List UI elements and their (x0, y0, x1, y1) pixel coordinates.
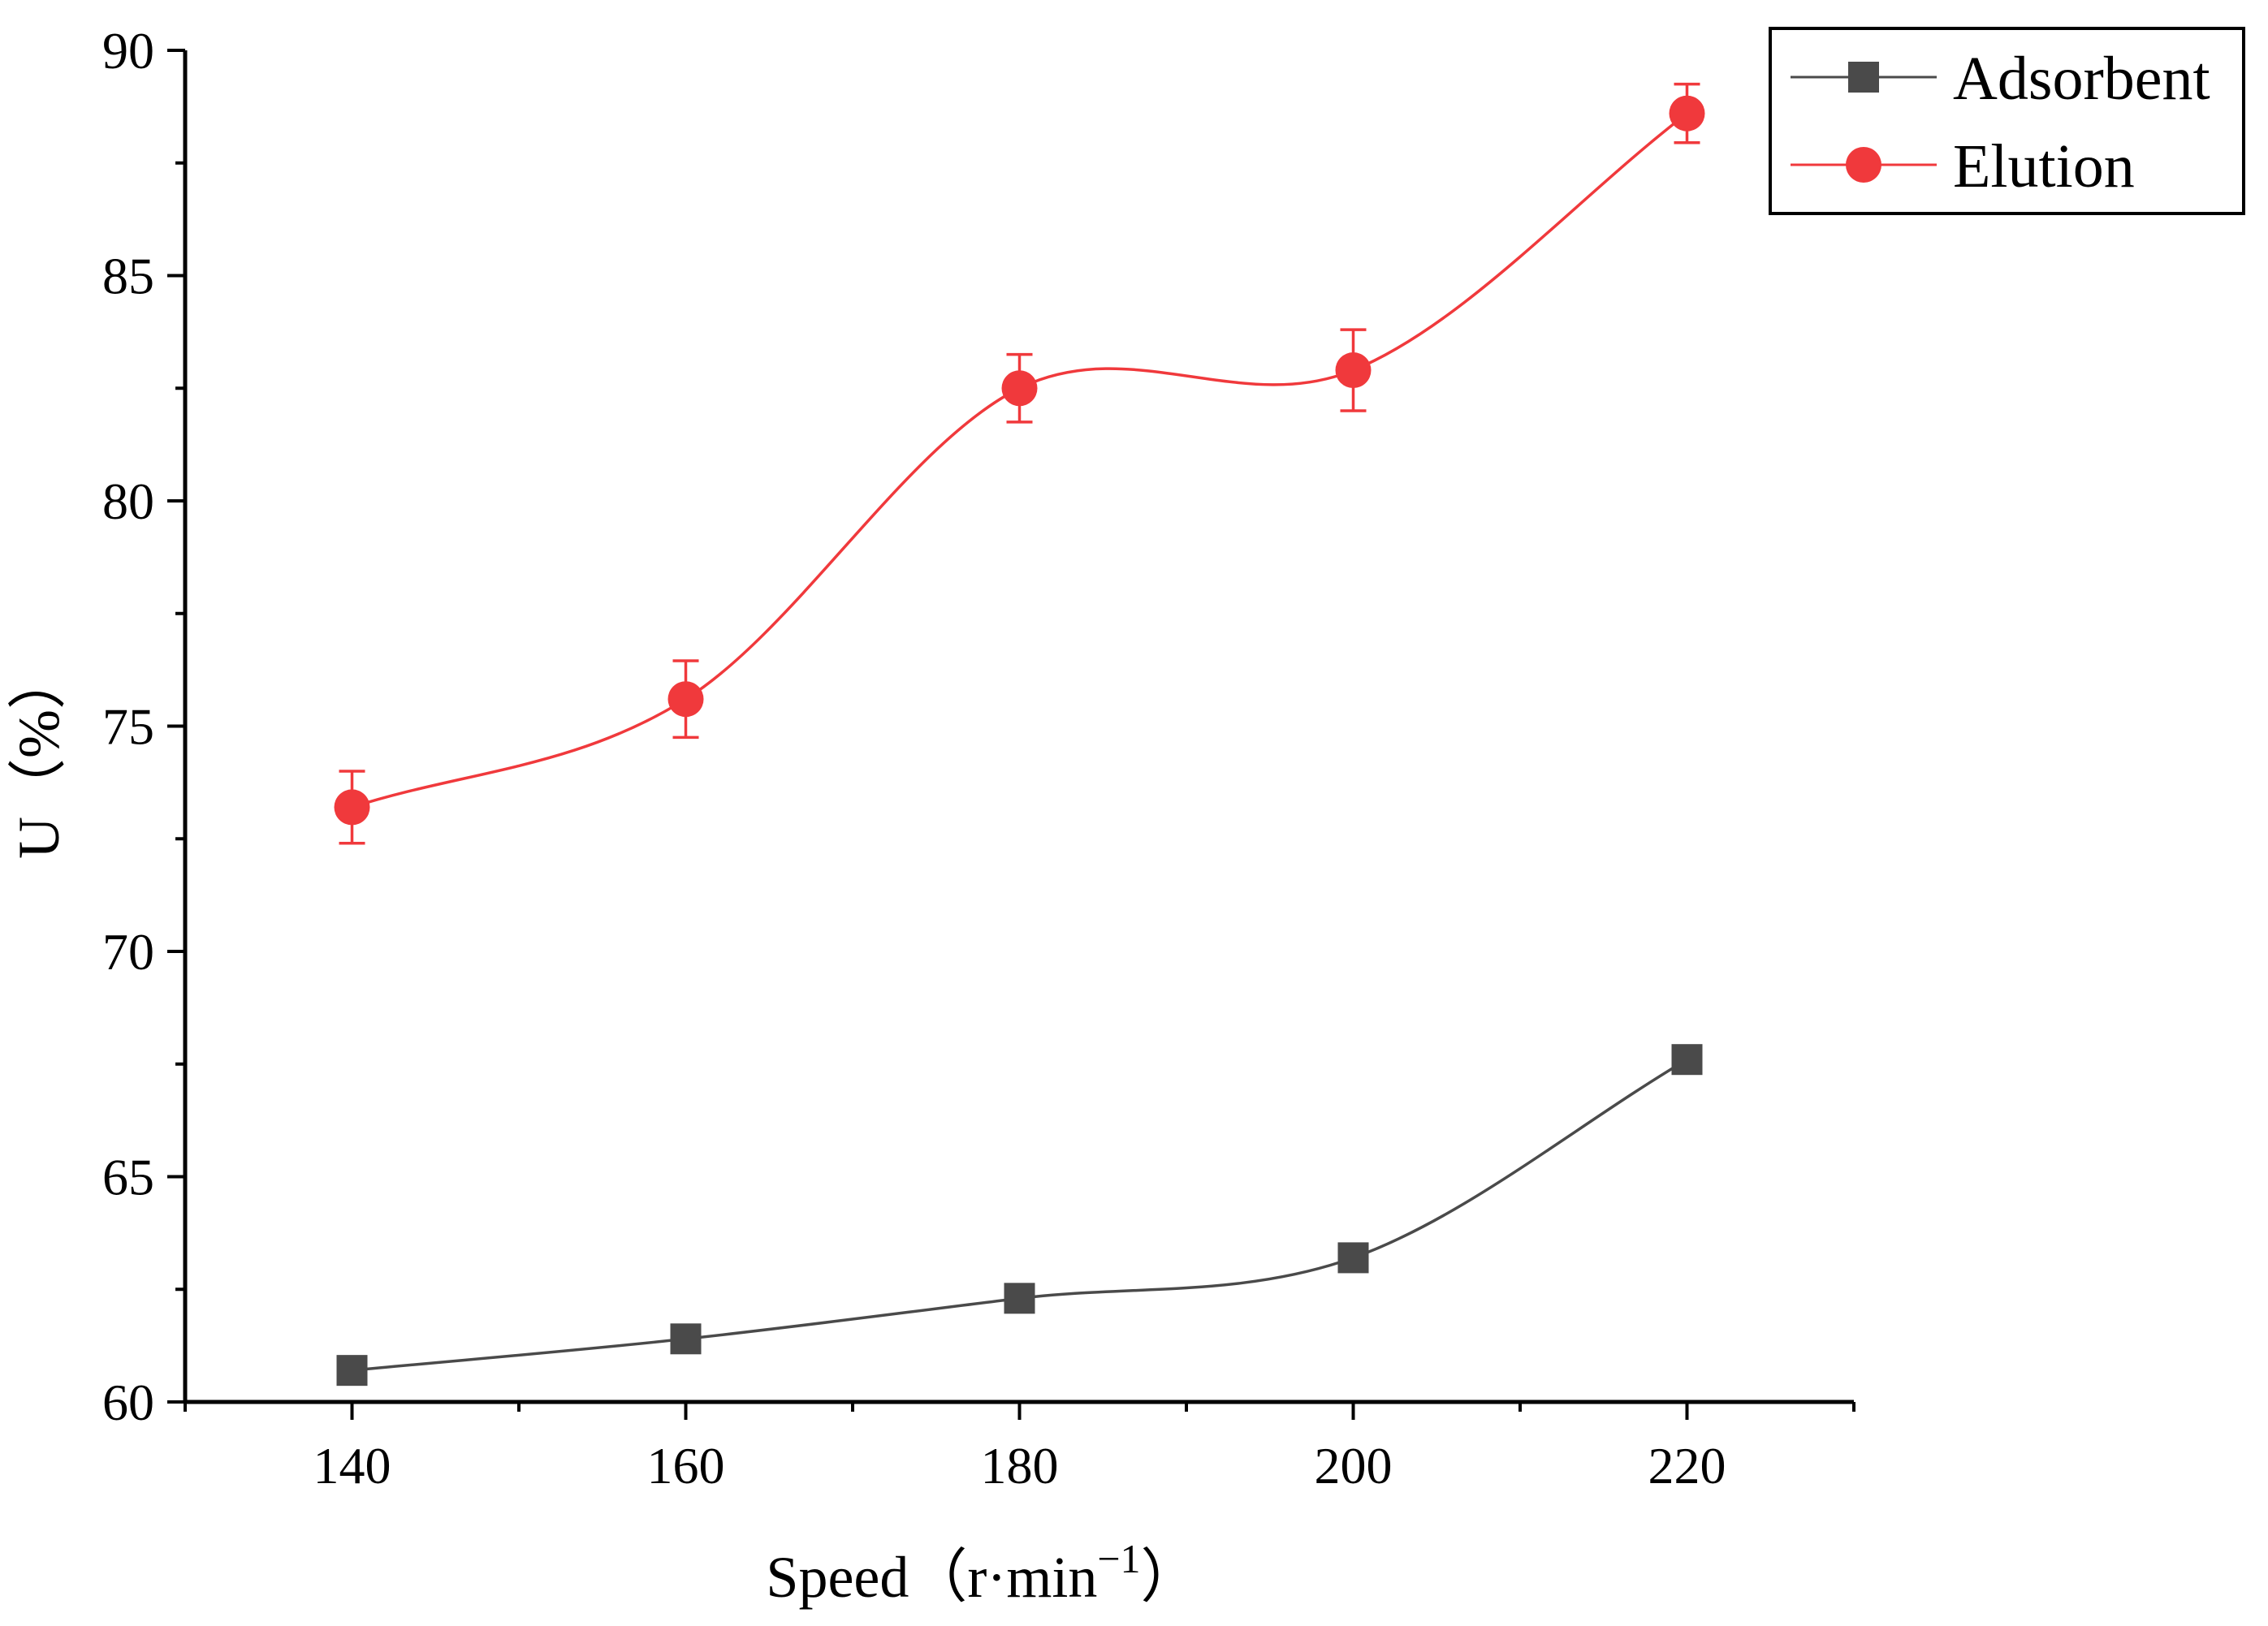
y-tick-label: 60 (102, 1374, 154, 1431)
series-elution (334, 82, 1705, 845)
x-tick-label: 220 (1648, 1437, 1726, 1494)
legend-marker-elution (1846, 147, 1881, 183)
series-layer (334, 82, 1705, 1387)
data-point-adsorbent (670, 1323, 702, 1355)
y-tick-label: 75 (102, 698, 154, 756)
data-point-adsorbent (1337, 1242, 1369, 1274)
legend-box (1769, 27, 2245, 215)
y-axis-title: U（%） (6, 651, 71, 859)
legend: Adsorbent Elution (1769, 27, 2245, 215)
axes: 140 160 180 200 220 60 65 70 75 80 85 90 (102, 22, 1855, 1494)
legend-label-adsorbent: Adsorbent (1953, 45, 2210, 113)
x-axis-title: Speed（r·min−1） (766, 1536, 1199, 1610)
x-tick-label: 140 (313, 1437, 391, 1494)
series-adsorbent (336, 1044, 1703, 1387)
x-tick-label: 160 (647, 1437, 725, 1494)
y-tick-label: 70 (102, 923, 154, 981)
data-point-elution (334, 789, 370, 826)
y-tick-label: 80 (102, 472, 154, 530)
y-tick-label: 90 (102, 22, 154, 80)
y-tick-label: 65 (102, 1149, 154, 1206)
data-point-elution (1335, 352, 1372, 389)
data-point-elution (1669, 95, 1705, 132)
data-point-elution (667, 681, 704, 718)
legend-label-elution: Elution (1953, 132, 2135, 201)
y-tick-label: 85 (102, 248, 154, 305)
data-point-elution (1001, 370, 1038, 407)
series-line-adsorbent (352, 1058, 1688, 1372)
data-point-adsorbent (1671, 1044, 1703, 1076)
data-point-adsorbent (1004, 1283, 1035, 1314)
x-tick-label: 180 (981, 1437, 1059, 1494)
series-line-elution (351, 112, 1688, 809)
x-tick-label: 200 (1315, 1437, 1393, 1494)
data-point-adsorbent (336, 1355, 368, 1387)
legend-marker-adsorbent (1848, 62, 1879, 93)
